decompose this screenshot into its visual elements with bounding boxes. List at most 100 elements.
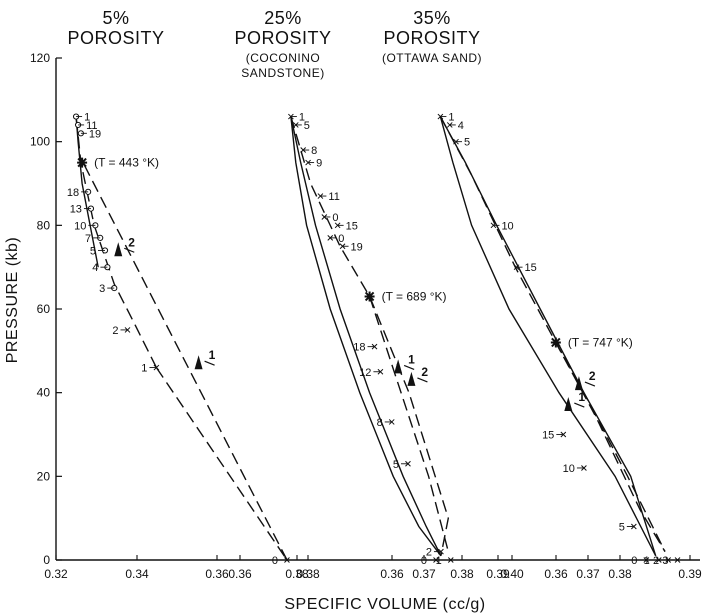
point-label: 4: [92, 262, 98, 274]
path-arrow-marker: [407, 371, 416, 386]
point-label: 1: [299, 112, 305, 124]
point-label: 8: [311, 145, 317, 157]
point-label: 2: [426, 547, 432, 559]
point-label: 12: [359, 367, 371, 379]
point-label: 1: [436, 555, 442, 567]
series-solid-line: [290, 116, 442, 557]
point-label: 5: [619, 522, 625, 534]
y-axis-title: PRESSURE (kb): [4, 237, 21, 364]
point-label: 5: [393, 459, 399, 471]
point-label: 5: [304, 120, 310, 132]
series-dashed-line: [368, 296, 449, 552]
point-label: 4: [458, 120, 464, 132]
arrow-label: 1: [578, 390, 585, 404]
point-label: 11: [328, 191, 339, 203]
point-label: 9: [316, 158, 322, 170]
panel-title-line2: POROSITY: [67, 28, 164, 48]
temperature-star-marker: [77, 157, 88, 168]
y-tick-label: 80: [37, 218, 51, 232]
series-solid-line: [439, 116, 657, 557]
temperature-star-marker: [364, 291, 375, 302]
arrow-label: 2: [128, 235, 135, 249]
path-arrow-marker: [394, 359, 403, 374]
point-label: 18: [67, 187, 79, 199]
y-tick-label: 0: [43, 553, 50, 567]
point-label: 19: [351, 241, 363, 253]
point-label: 1: [84, 112, 90, 124]
temperature-star-marker: [550, 337, 561, 348]
x-tick-label: 0.36: [205, 567, 229, 581]
arrow-label-leader: [403, 364, 415, 370]
temperature-label: (T = 747 °K): [568, 335, 633, 349]
y-tick-label: 20: [37, 469, 51, 483]
x-tick-label: 0.36: [228, 567, 252, 581]
path-arrow-marker: [114, 242, 123, 257]
point-label: 2: [112, 325, 118, 337]
series-dashed-line: [80, 158, 288, 561]
point-label: 3: [662, 555, 668, 567]
point-label: 1: [448, 112, 454, 124]
x-tick-label: 0.40: [500, 567, 524, 581]
x-tick-label: 0.37: [576, 567, 600, 581]
point-label: 3: [99, 283, 105, 295]
panel-subtitle: (COCONINO: [246, 51, 321, 65]
temperature-label: (T = 443 °K): [94, 156, 159, 170]
point-label: 1: [141, 363, 147, 375]
panel-title: 25%: [264, 8, 302, 28]
series-dashed-line: [155, 367, 288, 561]
x-tick-label: 0.38: [450, 567, 474, 581]
point-label: 18: [353, 342, 365, 354]
point-label: 0: [338, 233, 344, 245]
x-axis-title: SPECIFIC VOLUME (cc/g): [284, 596, 485, 613]
series-dashed-line: [75, 116, 158, 368]
point-label: 11: [86, 120, 97, 132]
point-label: 7: [85, 233, 91, 245]
arrow-label: 1: [209, 348, 216, 362]
data-point: [124, 327, 131, 333]
path-arrow-marker: [564, 397, 573, 412]
series-solid-line: [439, 116, 657, 557]
point-label: 10: [501, 220, 513, 232]
panel-title-line2: POROSITY: [383, 28, 480, 48]
x-tick-label: 0.39: [678, 567, 702, 581]
y-tick-label: 100: [30, 135, 50, 149]
arrow-label-leader: [574, 402, 585, 408]
series-solid-line: [75, 116, 99, 268]
series-dashed-line: [290, 116, 450, 556]
x-tick-label: 0.36: [380, 567, 404, 581]
series-dashed-line: [555, 342, 666, 552]
arrow-label-leader: [204, 360, 215, 366]
point-label: 15: [542, 430, 554, 442]
arrow-label-leader: [584, 381, 596, 387]
point-label: 8: [377, 417, 383, 429]
point-label: 0: [272, 555, 278, 567]
point-label: 0: [421, 555, 427, 567]
arrow-label-leader: [417, 377, 428, 383]
point-label: 15: [525, 262, 537, 274]
x-tick-label: 0.39: [486, 567, 510, 581]
panel-title: 35%: [413, 8, 451, 28]
arrow-label: 1: [408, 352, 415, 366]
x-tick-label: 0.37: [412, 567, 436, 581]
x-tick-label: 0.32: [44, 567, 68, 581]
x-tick-label: 0.34: [125, 567, 149, 581]
point-label: 2: [653, 555, 659, 567]
y-tick-label: 40: [37, 386, 51, 400]
point-label: 5: [464, 137, 470, 149]
point-label: 15: [346, 220, 358, 232]
arrow-label: 2: [421, 365, 428, 379]
point-label: 19: [89, 128, 101, 140]
series-solid-line: [290, 116, 442, 557]
x-tick-label: 0.38: [608, 567, 632, 581]
x-tick-label: 0.38: [285, 567, 309, 581]
path-arrow-marker: [574, 376, 583, 391]
arrow-label-leader: [124, 247, 135, 253]
point-label: 1: [644, 555, 650, 567]
y-tick-label: 120: [30, 51, 50, 65]
x-tick-label: 0.36: [544, 567, 568, 581]
